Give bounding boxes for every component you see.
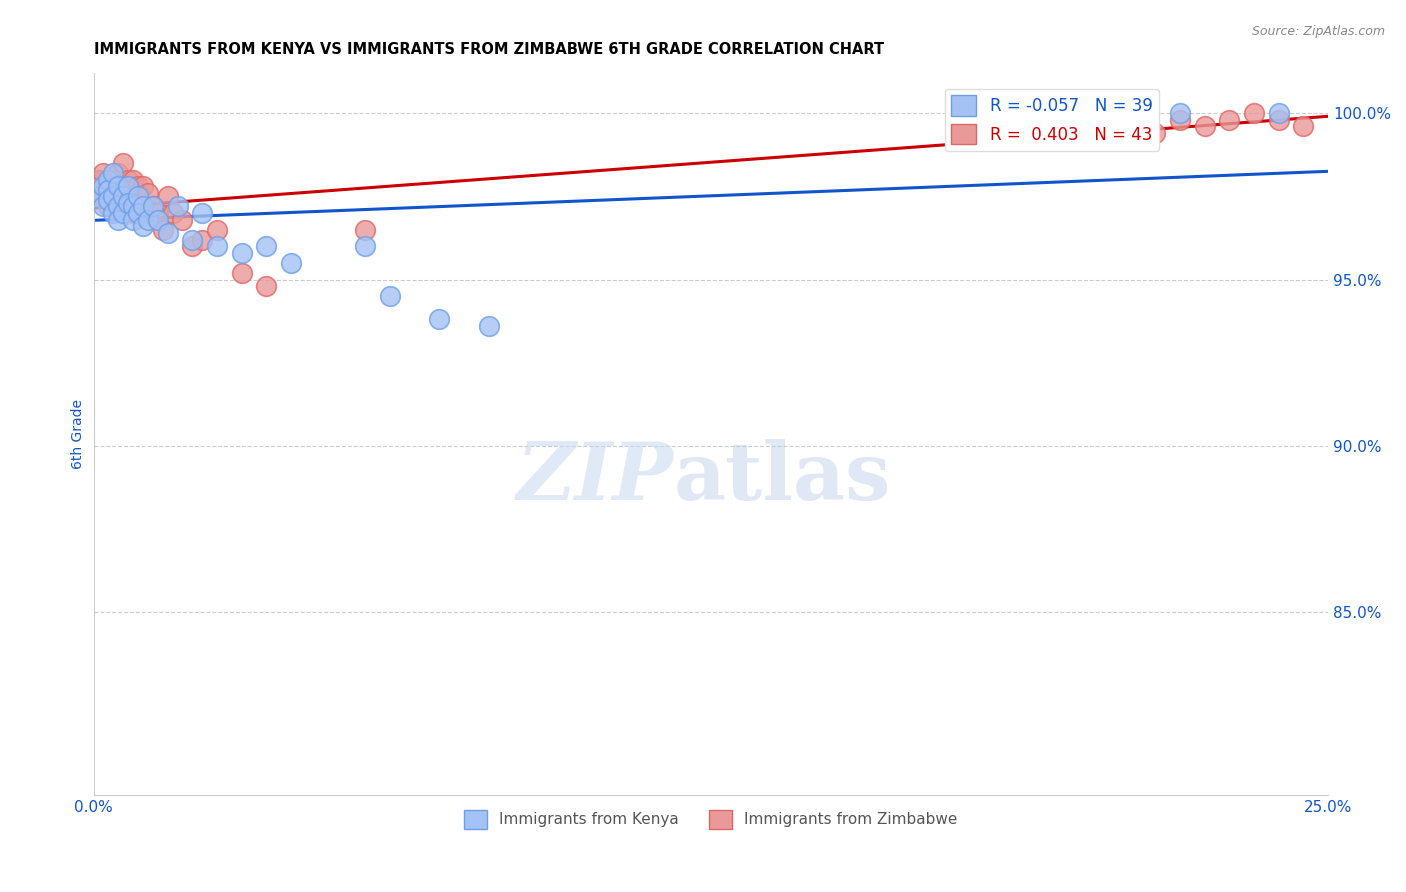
Point xyxy=(103,206,125,220)
Point xyxy=(127,206,149,220)
Point xyxy=(156,189,179,203)
Point xyxy=(132,199,155,213)
Point xyxy=(93,166,115,180)
Point xyxy=(107,189,129,203)
Point xyxy=(122,212,145,227)
Point xyxy=(117,179,139,194)
Point xyxy=(97,172,120,186)
Legend: Immigrants from Kenya, Immigrants from Zimbabwe: Immigrants from Kenya, Immigrants from Z… xyxy=(458,804,965,835)
Point xyxy=(136,212,159,227)
Point xyxy=(254,279,277,293)
Point xyxy=(1144,126,1167,140)
Point xyxy=(117,172,139,186)
Point xyxy=(93,189,115,203)
Point xyxy=(103,186,125,200)
Point xyxy=(127,189,149,203)
Point xyxy=(156,226,179,240)
Y-axis label: 6th Grade: 6th Grade xyxy=(72,400,86,469)
Point xyxy=(478,319,501,334)
Point xyxy=(1119,120,1142,134)
Point xyxy=(136,186,159,200)
Point xyxy=(1267,112,1289,127)
Point xyxy=(127,179,149,194)
Point xyxy=(427,312,450,326)
Point xyxy=(97,179,120,194)
Point xyxy=(107,166,129,180)
Point xyxy=(97,183,120,197)
Point xyxy=(254,239,277,253)
Point xyxy=(132,219,155,234)
Point xyxy=(112,156,135,170)
Point xyxy=(146,212,169,227)
Point xyxy=(132,179,155,194)
Point xyxy=(103,172,125,186)
Point xyxy=(122,172,145,186)
Point xyxy=(127,199,149,213)
Point xyxy=(231,266,253,280)
Point xyxy=(1218,112,1240,127)
Point xyxy=(112,179,135,194)
Point xyxy=(122,206,145,220)
Point xyxy=(1292,120,1315,134)
Point xyxy=(152,222,174,236)
Point xyxy=(117,189,139,203)
Text: atlas: atlas xyxy=(673,439,891,516)
Point xyxy=(181,233,204,247)
Point xyxy=(122,193,145,207)
Point xyxy=(97,193,120,207)
Point xyxy=(117,196,139,211)
Text: Source: ZipAtlas.com: Source: ZipAtlas.com xyxy=(1251,25,1385,38)
Point xyxy=(107,212,129,227)
Point xyxy=(146,206,169,220)
Point xyxy=(205,239,228,253)
Point xyxy=(93,179,115,194)
Point xyxy=(162,206,184,220)
Point xyxy=(1095,112,1118,127)
Point xyxy=(354,239,377,253)
Point xyxy=(142,199,165,213)
Point xyxy=(107,199,129,213)
Point xyxy=(103,189,125,203)
Point xyxy=(1194,120,1216,134)
Point xyxy=(142,199,165,213)
Point xyxy=(93,199,115,213)
Point xyxy=(378,289,401,303)
Point xyxy=(132,206,155,220)
Point xyxy=(1267,106,1289,120)
Point xyxy=(181,239,204,253)
Point xyxy=(354,222,377,236)
Text: IMMIGRANTS FROM KENYA VS IMMIGRANTS FROM ZIMBABWE 6TH GRADE CORRELATION CHART: IMMIGRANTS FROM KENYA VS IMMIGRANTS FROM… xyxy=(94,42,884,57)
Point xyxy=(112,189,135,203)
Point xyxy=(107,179,129,194)
Point xyxy=(1070,106,1092,120)
Point xyxy=(1168,106,1191,120)
Point xyxy=(191,233,214,247)
Point xyxy=(231,246,253,260)
Point xyxy=(280,256,302,270)
Point xyxy=(166,199,188,213)
Point xyxy=(87,172,110,186)
Point xyxy=(1243,106,1265,120)
Point xyxy=(191,206,214,220)
Point xyxy=(205,222,228,236)
Point xyxy=(87,189,110,203)
Point xyxy=(97,199,120,213)
Text: ZIP: ZIP xyxy=(517,439,673,516)
Point xyxy=(122,199,145,213)
Point xyxy=(103,166,125,180)
Point xyxy=(112,206,135,220)
Point xyxy=(172,212,194,227)
Point xyxy=(1168,112,1191,127)
